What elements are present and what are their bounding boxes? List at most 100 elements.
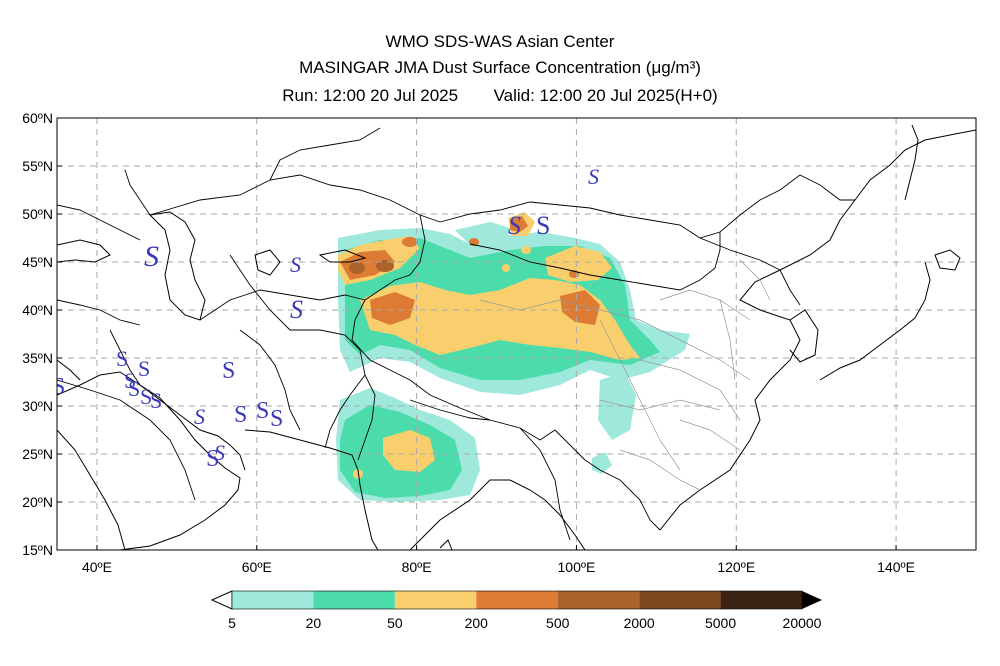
- lon-label: 80ºE: [402, 559, 432, 575]
- lon-label: 60ºE: [242, 559, 272, 575]
- header-product: MASINGAR JMA Dust Surface Concentration …: [299, 58, 701, 77]
- coast-black-sea: [57, 239, 111, 263]
- coast-red-sea: [57, 429, 126, 550]
- lat-label: 20ºN: [22, 494, 53, 510]
- colorbar-label: 200: [465, 615, 489, 631]
- lat-label: 55ºN: [22, 158, 53, 174]
- border-russia-kz: [149, 174, 441, 223]
- colorbar-swatch: [476, 591, 558, 609]
- colorbar-swatch: [557, 591, 640, 609]
- dust-symbol: S: [270, 406, 283, 432]
- coast-japan-north: [934, 249, 961, 271]
- prov-5: [679, 419, 741, 451]
- dust-region-east-light: [598, 372, 636, 440]
- coast-aral: [254, 249, 281, 276]
- dust-symbol: S: [140, 384, 152, 409]
- dust-region-mongolia-orange: [510, 216, 528, 232]
- colorbar-swatch: [232, 591, 314, 609]
- border-korea-north: [779, 269, 801, 306]
- colorbar-label: 2000: [624, 615, 655, 631]
- dust-symbol: S: [116, 346, 128, 371]
- coast-balkhash: [318, 249, 367, 263]
- colorbar-swatch: [313, 591, 395, 609]
- colorbar-swatch: [720, 591, 802, 609]
- header-center: WMO SDS-WAS Asian Center: [385, 32, 615, 51]
- coast-persian-gulf: [139, 384, 246, 471]
- lat-label: 45ºN: [22, 254, 53, 270]
- prov-10: [479, 299, 561, 311]
- dust-spot-f: [353, 469, 363, 479]
- dust-symbol: S: [234, 402, 247, 428]
- coast-arabia: [57, 371, 241, 550]
- dust-region-india-yellow: [383, 430, 435, 472]
- lon-label: 120ºE: [717, 559, 755, 575]
- run-time: Run: 12:00 20 Jul 2025: [282, 86, 459, 105]
- dust-symbol: S: [128, 376, 140, 401]
- dust-symbol: S: [290, 252, 301, 277]
- lon-label: 100ºE: [558, 559, 596, 575]
- border-russia-north: [269, 127, 381, 181]
- coast-china-east: [659, 199, 856, 531]
- colorbar-label: 20000: [783, 615, 822, 631]
- dust-symbol: S: [536, 211, 550, 240]
- prov-2: [599, 319, 681, 471]
- dust-symbol: S: [194, 404, 205, 429]
- dust-symbols: S S S S S S S S S S S S S S S S S S S S: [52, 164, 599, 472]
- border-myanmar: [519, 427, 571, 541]
- colorbar-swatch: [394, 591, 477, 609]
- coast-caspian: [148, 211, 206, 321]
- province-borders: [479, 259, 771, 491]
- dust-symbol: S: [588, 164, 599, 189]
- colorbar-over-arrow: [802, 591, 822, 609]
- valid-time: Valid: 12:00 20 Jul 2025(H+0): [493, 86, 718, 105]
- lat-label: 60ºN: [22, 110, 53, 126]
- dust-spot-b: [349, 262, 365, 274]
- dust-symbol: S: [144, 240, 159, 273]
- border-saudi: [57, 379, 196, 501]
- colorbar-swatches: [231, 590, 803, 610]
- border-mongolia-china: [469, 232, 721, 291]
- lat-label: 15ºN: [22, 542, 53, 558]
- map-border: [56, 117, 977, 551]
- border-kz-china: [364, 214, 426, 301]
- border-kz-russia-west: [124, 169, 151, 216]
- border-russia-far-east: [799, 174, 855, 201]
- colorbar-label: 50: [387, 615, 403, 631]
- dust-symbol: S: [150, 388, 162, 413]
- dust-symbol: S: [222, 358, 235, 384]
- coast-india-east: [409, 479, 586, 550]
- dust-region-tarim-orange: [370, 292, 415, 325]
- coast-korea: [789, 309, 819, 363]
- lon-label: 140ºE: [877, 559, 915, 575]
- colorbar-under-arrow: [210, 590, 233, 610]
- prov-4: [659, 289, 751, 321]
- colorbar-swatch: [639, 591, 721, 609]
- colorbar-label: 500: [546, 615, 570, 631]
- prov-1: [559, 299, 751, 381]
- border-pak-india: [357, 374, 376, 461]
- dust-symbol: S: [138, 356, 150, 381]
- prov-9: [739, 259, 771, 301]
- border-iran-afghan: [239, 329, 301, 431]
- longitude-labels: 40ºE 60ºE 80ºE 100ºE 120ºE 140ºE: [82, 545, 915, 575]
- dust-symbol: S: [206, 446, 219, 472]
- dust-symbol: S: [52, 374, 65, 400]
- lon-label: 40ºE: [82, 559, 112, 575]
- dust-symbol: S: [214, 440, 225, 465]
- border-india-nepal: [409, 399, 491, 421]
- border-iraq-iran: [109, 329, 141, 386]
- prov-7: [719, 299, 736, 381]
- dust-region-gobi-orange: [560, 290, 600, 325]
- dust-symbol: S: [256, 398, 269, 424]
- dust-spot-d: [402, 237, 418, 247]
- map-layers: S S S S S S S S S S S S S S S S S S S S: [52, 118, 976, 550]
- colorbar: 5 20 50 200 500 2000 5000 20000: [210, 590, 822, 631]
- lat-label: 50ºN: [22, 206, 53, 222]
- borders: [57, 127, 855, 541]
- coast-japan: [819, 261, 931, 381]
- lat-label: 25ºN: [22, 446, 53, 462]
- dust-spot-h: [502, 264, 510, 272]
- lat-label: 35ºN: [22, 350, 53, 366]
- header-run-valid: Run: 12:00 20 Jul 2025 Valid: 12:00 20 J…: [0, 86, 1000, 106]
- coast-med: [57, 359, 81, 381]
